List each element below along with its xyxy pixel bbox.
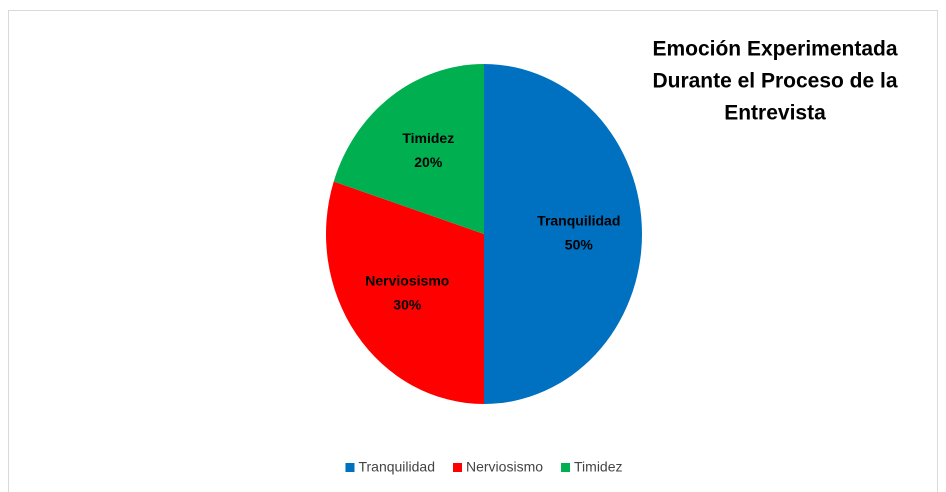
data-label-name: Nerviosismo (365, 273, 449, 289)
pie-slice (333, 64, 484, 234)
data-label-value: 20% (414, 154, 443, 170)
data-label-name: Timidez (402, 130, 454, 146)
legend-swatch (345, 463, 355, 472)
pie-slice (325, 181, 484, 404)
data-label-value: 50% (565, 237, 594, 253)
legend-label: Nerviosismo (466, 459, 543, 475)
chart-title: Entrevista (724, 102, 826, 125)
data-label-value: 30% (393, 297, 422, 313)
chart-title: Emoción Experimentada (652, 38, 897, 61)
data-label-name: Tranquilidad (537, 213, 620, 229)
chart-title: Durante el Proceso de la (652, 70, 897, 93)
legend-label: Tranquilidad (358, 459, 435, 475)
pie-slice (484, 64, 642, 404)
legend-swatch (561, 463, 571, 472)
legend-label: Timidez (574, 459, 623, 475)
legend-swatch (453, 463, 463, 472)
